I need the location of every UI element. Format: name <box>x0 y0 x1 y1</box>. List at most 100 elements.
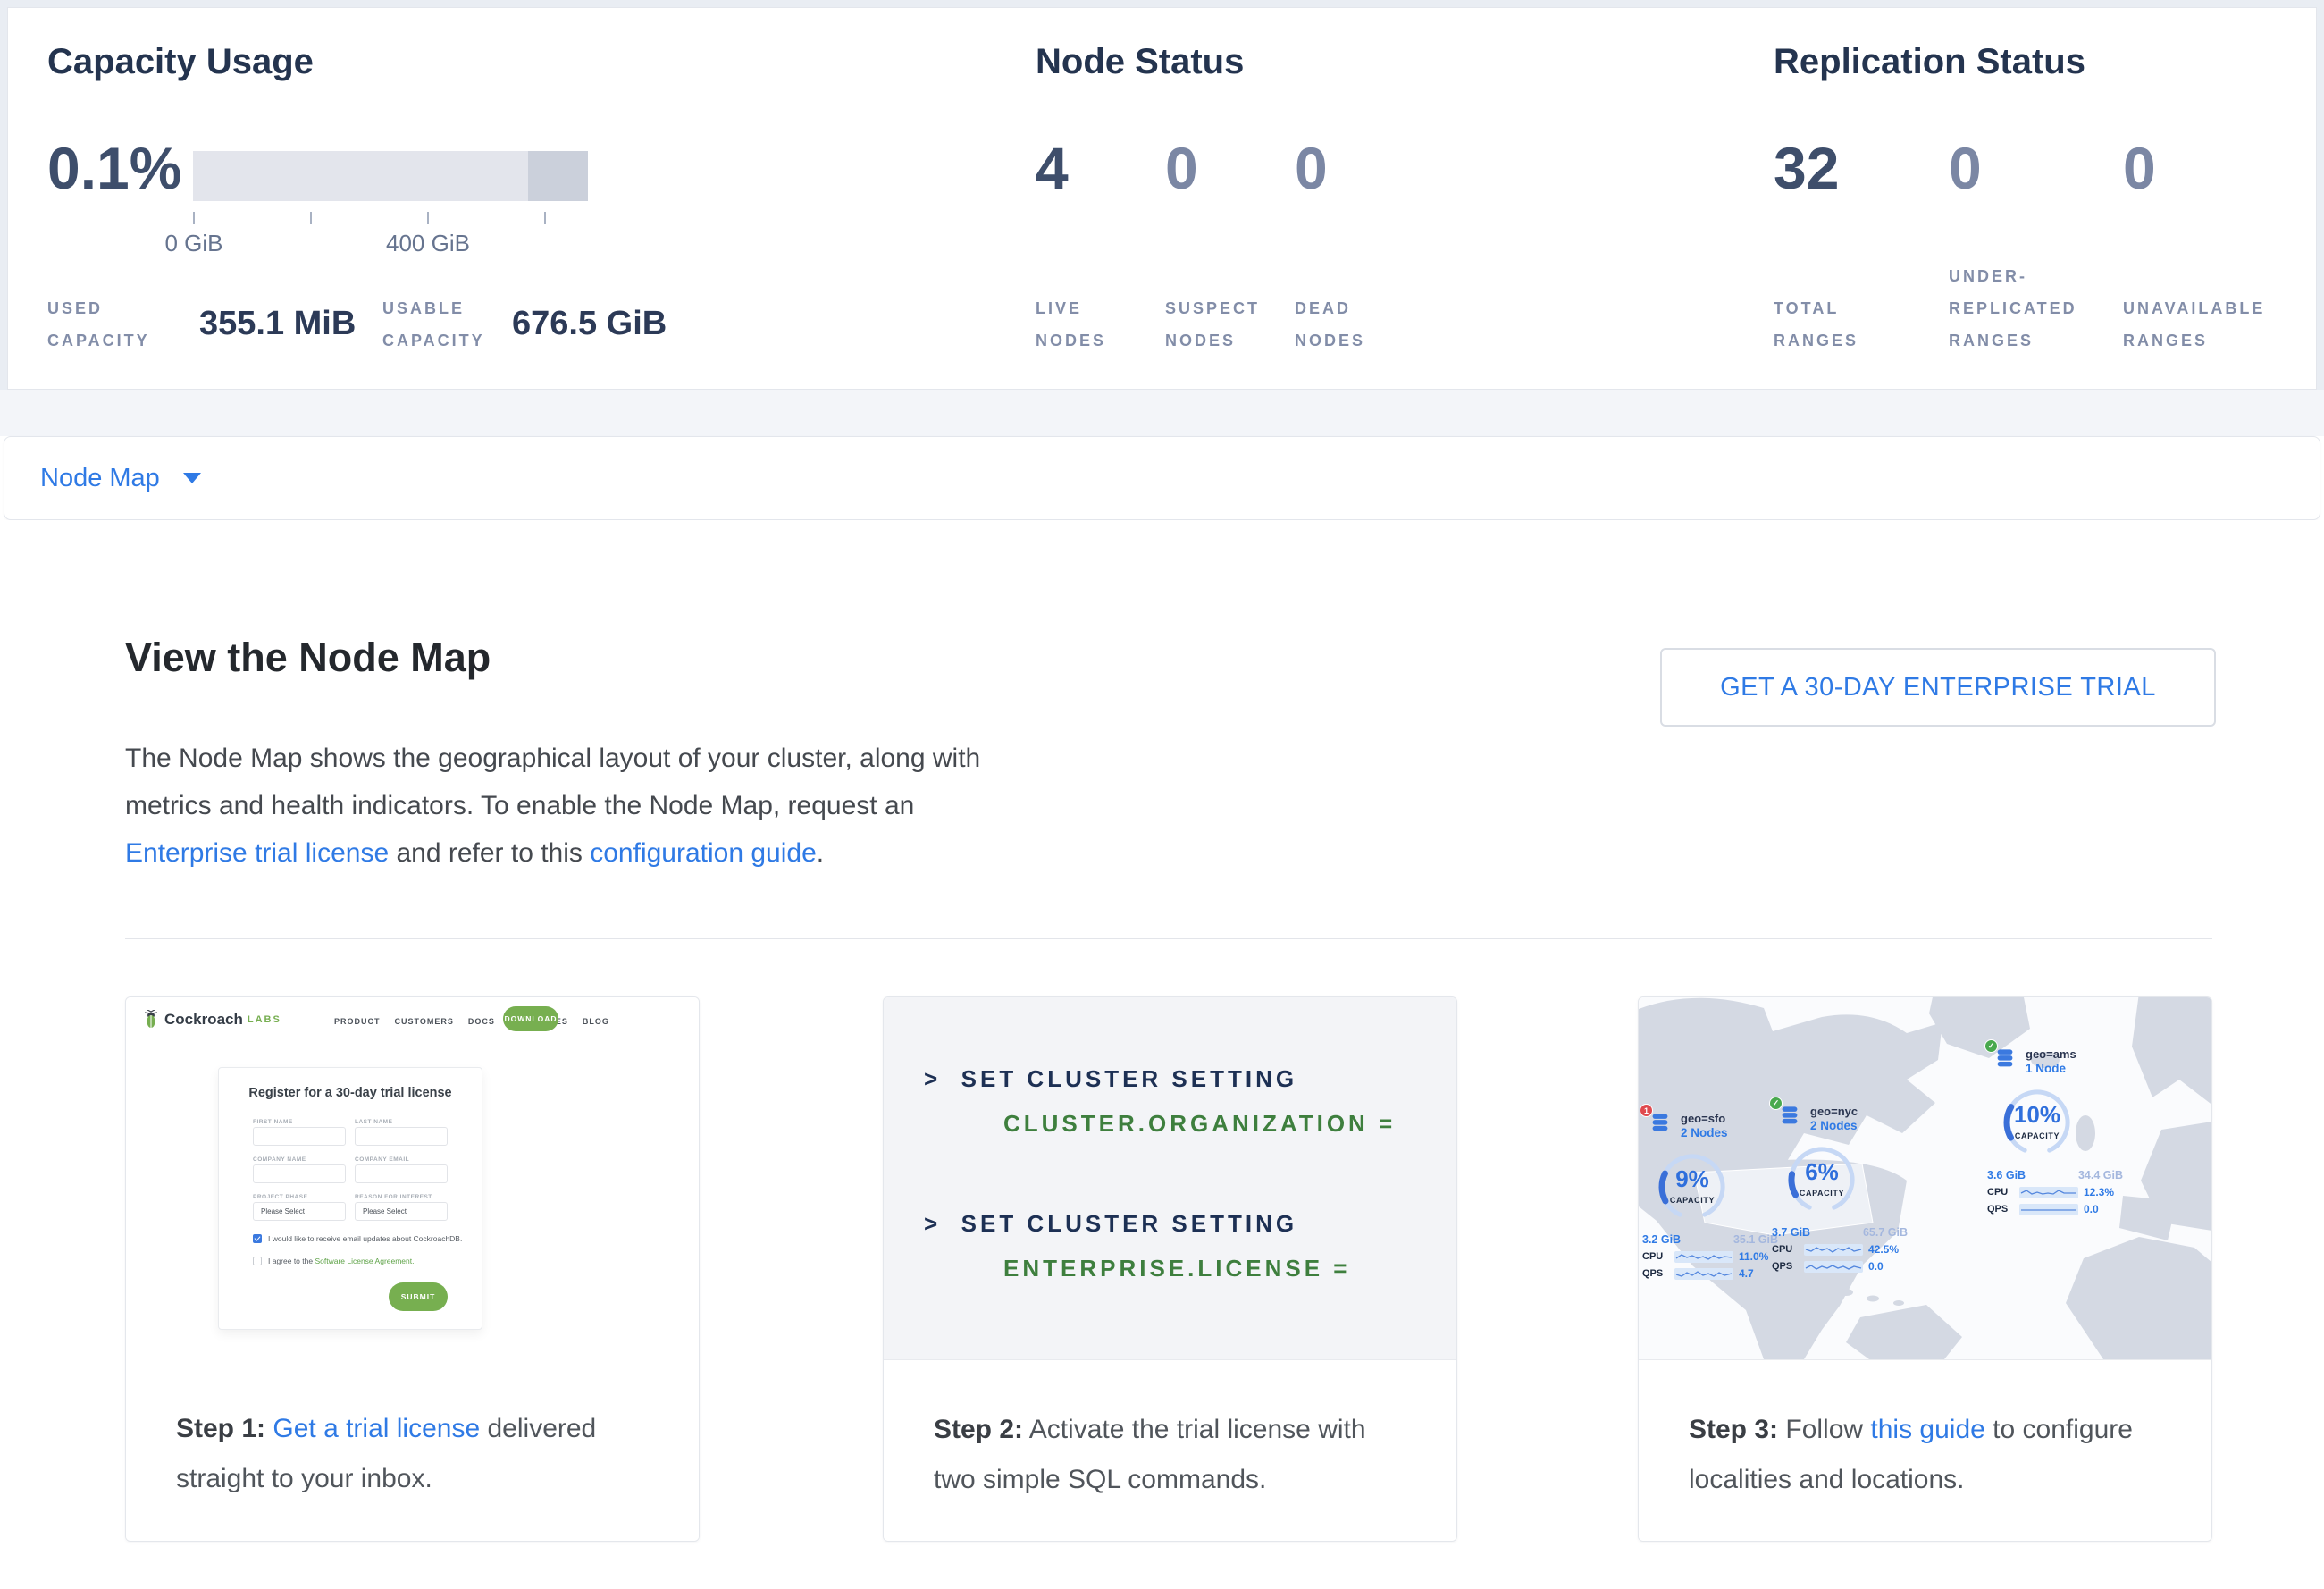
project-phase-label: PROJECT PHASE <box>253 1194 308 1200</box>
locality-name: geo=nyc <box>1810 1105 1858 1118</box>
node-map-dropdown[interactable]: Node Map <box>40 437 201 519</box>
cpu-value: 42.5% <box>1868 1243 1900 1256</box>
cpu-label: CPU <box>1987 1187 2009 1198</box>
this-guide-link[interactable]: this guide <box>1870 1415 1985 1444</box>
sql-line-1: > SET CLUSTER SETTING <box>924 1065 1298 1092</box>
trial-signup-screenshot: Cockroach LABS PRODUCT CUSTOMERS DOCS RE… <box>126 997 699 1359</box>
nav-item-customers: CUSTOMERS <box>394 1017 454 1026</box>
nav-item-blog: BLOG <box>582 1017 609 1026</box>
enterprise-trial-license-link[interactable]: Enterprise trial license <box>125 838 390 868</box>
total-gib: 34.4 GiB <box>2077 1169 2123 1181</box>
dead-nodes-label: DEAD NODES <box>1295 299 1366 349</box>
submit-button: SUBMIT <box>389 1282 448 1311</box>
configuration-guide-link[interactable]: configuration guide <box>590 838 817 868</box>
qps-value: 0.0 <box>1868 1260 1884 1273</box>
capacity-percent: 0.1% <box>47 135 182 201</box>
form-title: Register for a 30-day trial license <box>248 1086 452 1100</box>
get-enterprise-trial-button[interactable]: GET A 30-DAY ENTERPRISE TRIAL <box>1660 648 2216 727</box>
section-divider-band <box>0 390 2324 436</box>
step2-caption: Step 2: Activate the trial license with … <box>884 1359 1456 1541</box>
total-ranges-value: 32 <box>1774 135 1840 201</box>
usable-capacity-value: 676.5 GiB <box>512 305 667 342</box>
geo-node-nyc: ✓ geo=nyc 2 Nodes 6% CAPACITY <box>1768 1097 1920 1273</box>
geo-node-sfo: 1 geo=sfo 2 Nodes 9% CAPACITY <box>1639 1104 1791 1280</box>
qps-label: QPS <box>1987 1204 2009 1215</box>
capacity-tick-label-0: 0 GiB <box>164 230 223 256</box>
capacity-tick <box>427 212 429 224</box>
download-button: DOWNLOAD <box>503 1006 558 1031</box>
capacity-caption: CAPACITY <box>1669 1196 1716 1205</box>
last-name-field <box>355 1127 448 1146</box>
project-phase-select: Please Select <box>253 1202 346 1221</box>
unavailable-ranges-value: 0 <box>2123 135 2156 201</box>
trial-license-form: Register for a 30-day trial license FIRS… <box>218 1067 482 1330</box>
used-gib: 3.6 GiB <box>1987 1169 2026 1181</box>
capacity-tick <box>544 212 546 224</box>
capacity-bar-reserved-segment <box>527 151 588 201</box>
mini-site-nav: PRODUCT CUSTOMERS DOCS RESOURCES BLOG <box>334 1017 609 1026</box>
node-count: 1 Node <box>2026 1062 2067 1075</box>
capacity-bar <box>193 151 588 201</box>
step3-label: Step 3: <box>1689 1415 1779 1444</box>
license-agreement-text: I agree to the Software License Agreemen… <box>268 1257 415 1265</box>
reason-for-interest-select: Please Select <box>355 1202 448 1221</box>
capacity-tick <box>193 212 195 224</box>
healthy-badge-icon: ✓ <box>1769 1097 1783 1110</box>
healthy-badge-icon: ✓ <box>1984 1039 1998 1053</box>
nav-item-docs: DOCS <box>467 1017 495 1026</box>
first-name-field <box>253 1127 346 1146</box>
total-gib: 65.7 GiB <box>1862 1226 1908 1239</box>
first-name-label: FIRST NAME <box>253 1119 293 1125</box>
company-name-label: COMPANY NAME <box>253 1156 306 1163</box>
node-count: 2 Nodes <box>1810 1119 1858 1132</box>
view-selector-bar: Node Map <box>4 436 2320 520</box>
sql-line-2: CLUSTER.ORGANIZATION = <box>1003 1110 1397 1137</box>
locality-name: geo=ams <box>2026 1047 2076 1061</box>
step2-card: > SET CLUSTER SETTING CLUSTER.ORGANIZATI… <box>883 996 1457 1542</box>
last-name-label: LAST NAME <box>355 1119 393 1125</box>
under-replicated-value: 0 <box>1949 135 1982 201</box>
sql-line-3: > SET CLUSTER SETTING <box>924 1210 1298 1237</box>
capacity-percent: 10% <box>2013 1101 2061 1128</box>
sql-commands-panel: > SET CLUSTER SETTING CLUSTER.ORGANIZATI… <box>884 997 1456 1359</box>
capacity-percent: 9% <box>1675 1165 1709 1192</box>
capacity-tick <box>310 212 312 224</box>
qps-value: 4.7 <box>1739 1267 1754 1280</box>
capacity-tick-label-400: 400 GiB <box>386 230 470 256</box>
live-nodes-label: LIVE NODES <box>1036 299 1107 349</box>
capacity-caption: CAPACITY <box>1799 1189 1845 1198</box>
step3-caption-text: to configure localities and locations. <box>1689 1415 2133 1494</box>
intro-text-2: and refer to this <box>389 838 591 868</box>
capacity-gauge: 6% CAPACITY <box>1779 1137 1865 1223</box>
used-capacity-value: 355.1 MiB <box>199 305 357 342</box>
horizontal-divider <box>125 938 2212 939</box>
total-gib: 35.1 GiB <box>1733 1233 1778 1246</box>
intro-text-1: The Node Map shows the geographical layo… <box>125 744 981 820</box>
replication-status-title: Replication Status <box>1774 42 2085 81</box>
node-map-dropdown-label: Node Map <box>40 463 160 492</box>
live-nodes-value: 4 <box>1036 135 1069 201</box>
used-gib: 3.2 GiB <box>1642 1233 1682 1246</box>
qps-sparkline <box>1674 1267 1733 1280</box>
unavailable-ranges-label: UNAVAILABLE RANGES <box>2123 299 2266 349</box>
brand-suffix: LABS <box>247 1014 281 1025</box>
brand-name: Cockroach <box>164 1011 243 1028</box>
world-map <box>1639 997 2211 1359</box>
suspect-nodes-label: SUSPECT NODES <box>1165 299 1261 349</box>
under-replicated-label: UNDER-REPLICATED RANGES <box>1949 267 2077 349</box>
capacity-usage-title: Capacity Usage <box>47 42 314 81</box>
locality-name: geo=sfo <box>1681 1112 1726 1125</box>
step2-caption-text: Activate the trial license with two simp… <box>934 1415 1366 1494</box>
capacity-caption: CAPACITY <box>2014 1131 2060 1140</box>
dead-nodes-value: 0 <box>1295 135 1328 201</box>
cluster-summary-panel: Capacity Usage 0.1% 0 GiB 400 GiB USED C… <box>7 7 2317 390</box>
database-stack-icon: ✓ <box>1984 1039 2018 1074</box>
geo-node-ams: ✓ geo=ams 1 Node 10% CAPACITY <box>1984 1039 2135 1215</box>
checked-checkbox-icon <box>253 1234 262 1243</box>
email-updates-checkbox-row: I would like to receive email updates ab… <box>253 1234 462 1243</box>
reason-for-interest-label: REASON FOR INTEREST <box>355 1194 432 1200</box>
cockroach-labs-logo: Cockroach LABS <box>142 1010 281 1030</box>
get-trial-license-link[interactable]: Get a trial license <box>273 1414 481 1443</box>
cpu-value: 11.0% <box>1739 1250 1769 1263</box>
capacity-gauge: 10% CAPACITY <box>1994 1080 2080 1165</box>
